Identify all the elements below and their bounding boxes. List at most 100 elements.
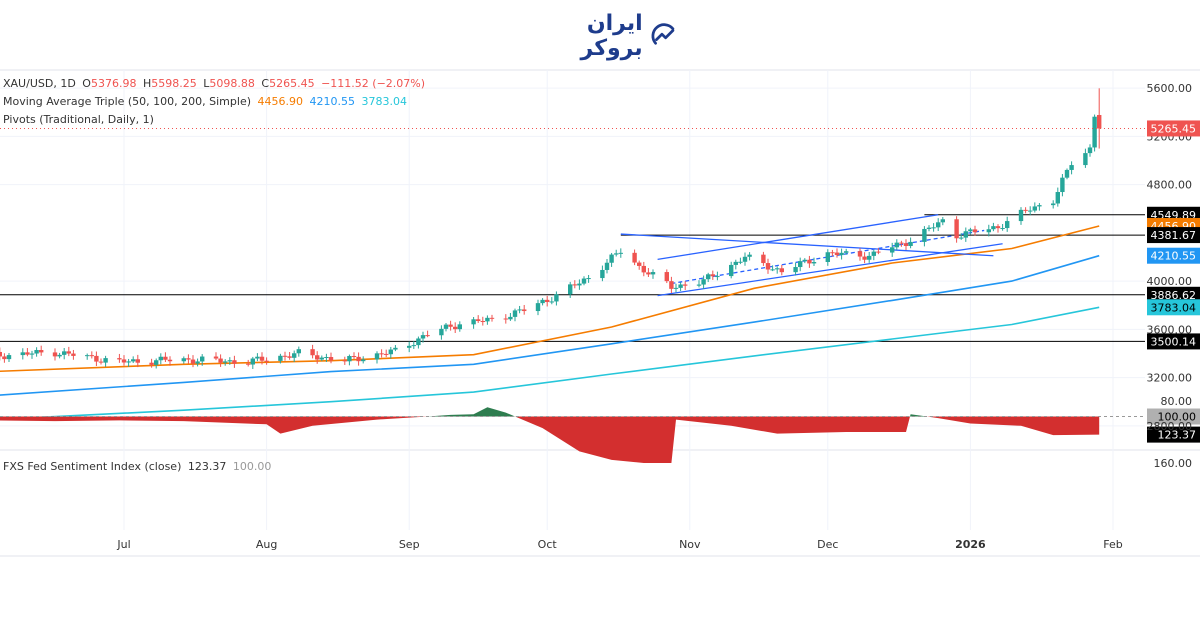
candle-up [673, 287, 679, 289]
time-axis: Jul Aug Sep Oct Nov Dec 2026 Feb [116, 538, 1122, 551]
candle-up [959, 237, 964, 239]
candle-down [163, 356, 168, 360]
price-axis: 2800.003200.003600.004000.004800.005200.… [1147, 82, 1200, 433]
candle-up [554, 294, 559, 302]
candle-up [1064, 169, 1070, 178]
candle-down [287, 356, 292, 358]
sentiment-ref: 100.00 [232, 460, 272, 473]
trend-lines [620, 214, 1003, 297]
candle-up [936, 222, 941, 228]
candle-down [899, 242, 904, 244]
candle-up [250, 358, 255, 365]
ma-line-ma50 [0, 225, 1100, 373]
candle-down [1023, 209, 1028, 211]
candle-up [747, 254, 752, 257]
candle-up [1018, 209, 1024, 222]
pivot-badge-text: 3500.14 [1151, 335, 1197, 348]
time-tick-label: 2026 [955, 538, 986, 551]
trend-chart-icon [651, 23, 674, 45]
trend-line-channel-bottom [657, 243, 1003, 297]
price-tick-label: 2800.00 [1147, 420, 1193, 433]
candle-up [126, 361, 131, 363]
candle-up [609, 254, 614, 263]
candle-down [328, 357, 334, 361]
ma-line-ma200 [0, 306, 1100, 421]
last-price-badge-bg [1147, 120, 1200, 137]
ma100-value: 4210.55 [309, 95, 356, 108]
candle-down [476, 319, 481, 322]
candle-down [89, 355, 94, 357]
pivot-badge-bg [1147, 227, 1200, 244]
candles [0, 88, 1145, 369]
candle-up [195, 361, 200, 364]
candle-up [227, 360, 232, 362]
candle-up [1055, 192, 1060, 204]
pivot-badge-bg [1147, 333, 1200, 350]
candle-down [425, 335, 430, 337]
time-tick-label: Sep [399, 538, 420, 551]
candle-up [600, 269, 605, 279]
candle-up [738, 261, 743, 263]
candle-up [614, 253, 619, 255]
candle-down [761, 254, 766, 264]
candle-down [259, 356, 265, 361]
pivot-badge: 4381.67 [1147, 227, 1200, 244]
candle-up [319, 357, 324, 360]
candle-up [968, 229, 973, 232]
candle-up [29, 353, 35, 355]
candle-up [57, 354, 62, 357]
candle-down [186, 358, 191, 360]
candle-down [94, 355, 99, 362]
candle-down [641, 265, 646, 273]
pivot-badge-text: 3886.62 [1151, 289, 1197, 302]
time-tick-label: Aug [256, 538, 277, 551]
candle-down [1097, 114, 1102, 129]
candle-up [604, 262, 610, 270]
candle-down [232, 360, 237, 364]
low-label: L [203, 77, 210, 90]
high-label: H [142, 77, 152, 90]
price-tick-label: 5600.00 [1147, 82, 1193, 95]
candle-up [908, 241, 913, 246]
candle-down [876, 251, 881, 253]
candle-up [678, 284, 683, 288]
time-tick-label: Nov [679, 538, 701, 551]
candle-up [361, 359, 366, 362]
candle-down [480, 321, 485, 323]
close-value: 5265.45 [269, 77, 315, 90]
sentiment-last-badge: 123.37 [1158, 429, 1197, 442]
candle-up [103, 358, 108, 363]
last-price-badge-text: 5265.45 [1151, 122, 1197, 135]
sentiment-title: FXS Fed Sentiment Index (close) [3, 460, 182, 473]
candle-up [485, 317, 490, 322]
pivot-badge-text: 4381.67 [1151, 229, 1197, 242]
candle-up [581, 278, 587, 284]
candle-up [991, 226, 996, 230]
ma100-badge: 4210.55 [1147, 247, 1200, 264]
candle-down [972, 229, 978, 233]
candle-up [1069, 165, 1074, 170]
trend-line-descending [620, 233, 994, 257]
candle-up [255, 356, 260, 359]
sentiment-value: 123.37 [187, 460, 227, 473]
pivots-legend: Pivots (Traditional, Daily, 1) [3, 113, 157, 126]
candle-up [296, 349, 301, 354]
trend-line-channel-top [657, 214, 939, 261]
candle-up [388, 349, 393, 355]
candle-up [512, 310, 518, 317]
candle-down [857, 251, 863, 257]
sentiment-area-positive [0, 407, 1100, 417]
candle-up [811, 261, 817, 264]
low-value: 5098.88 [209, 77, 255, 90]
candle-down [2, 356, 7, 360]
candle-down [66, 351, 71, 354]
ma-title: Moving Average Triple (50, 100, 200, Sim… [3, 95, 251, 108]
ma200-badge: 3783.04 [1147, 299, 1200, 316]
sentiment-area-negative [0, 416, 1100, 463]
candle-down [310, 349, 315, 356]
time-tick-label: Jul [116, 538, 130, 551]
candle-down [218, 358, 223, 363]
candle-up [926, 227, 932, 229]
candle-up [618, 252, 623, 254]
